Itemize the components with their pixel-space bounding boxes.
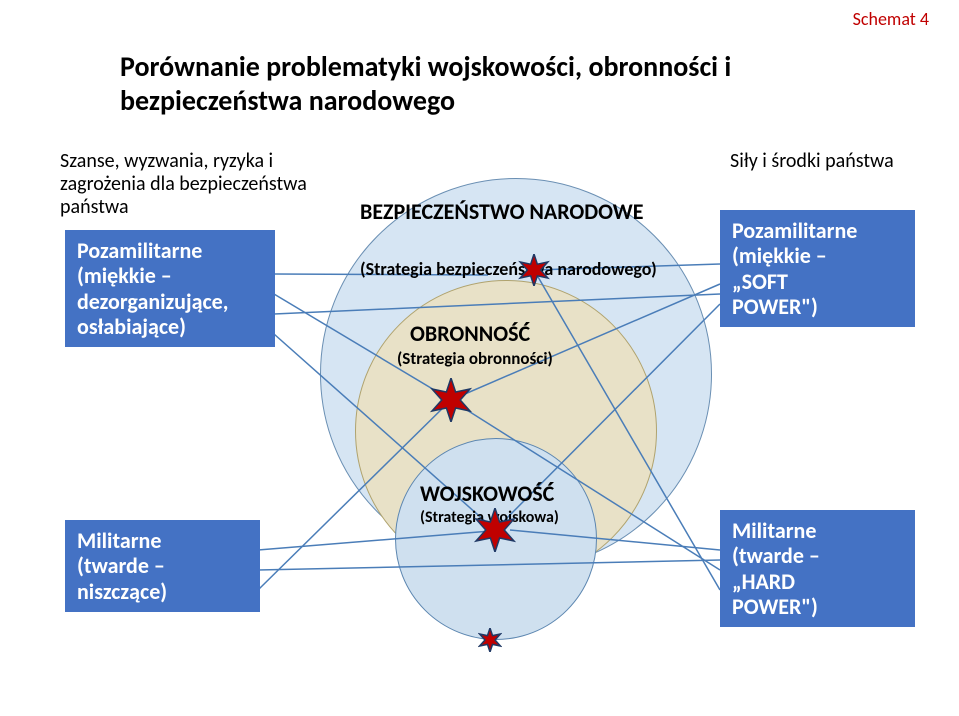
box-line: POWER") [732, 594, 903, 619]
box-line: POWER") [732, 294, 903, 319]
circle-inner [395, 438, 597, 640]
circle-inner-title: WOJSKOWOŚĆ [420, 480, 554, 507]
box-left-bottom: Militarne (twarde – niszczące) [65, 520, 260, 612]
box-line: niszczące) [77, 579, 248, 604]
box-line: (miękkie – [77, 263, 263, 288]
box-line: dezorganizujące, [77, 289, 263, 314]
circle-outer-sub: (Strategia bezpieczeństwa narodowego) [360, 258, 660, 280]
page-title: Porównanie problematyki wojskowości, obr… [120, 50, 860, 117]
box-line: „SOFT [732, 269, 903, 294]
box-right-bottom: Militarne (twarde – „HARD POWER") [720, 510, 915, 627]
box-right-top: Pozamilitarne (miękkie – „SOFT POWER") [720, 210, 915, 327]
scheme-label: Schemat 4 [853, 8, 929, 30]
box-left-top: Pozamilitarne (miękkie – dezorganizujące… [65, 230, 275, 347]
box-line: osłabiające) [77, 314, 263, 339]
circle-mid-sub: (Strategia obronności) [397, 348, 553, 369]
box-line: Militarne [732, 518, 903, 543]
box-line: Militarne [77, 528, 248, 553]
box-line: (twarde – [732, 543, 903, 568]
right-heading: Siły i środki państwa [730, 150, 940, 173]
box-line: (twarde – [77, 553, 248, 578]
left-heading: Szanse, wyzwania, ryzyka i zagrożenia dl… [60, 150, 320, 219]
circle-mid-title: OBRONNOŚĆ [410, 320, 530, 347]
box-line: Pozamilitarne [77, 238, 263, 263]
box-line: „HARD [732, 569, 903, 594]
box-line: Pozamilitarne [732, 218, 903, 243]
box-line: (miękkie – [732, 243, 903, 268]
circle-outer-title: BEZPIECZEŃSTWO NARODOWE [360, 198, 660, 225]
diagram-page: Schemat 4 Porównanie problematyki wojsko… [0, 0, 959, 716]
circle-inner-sub: (Strategia wojskowa) [420, 508, 559, 527]
